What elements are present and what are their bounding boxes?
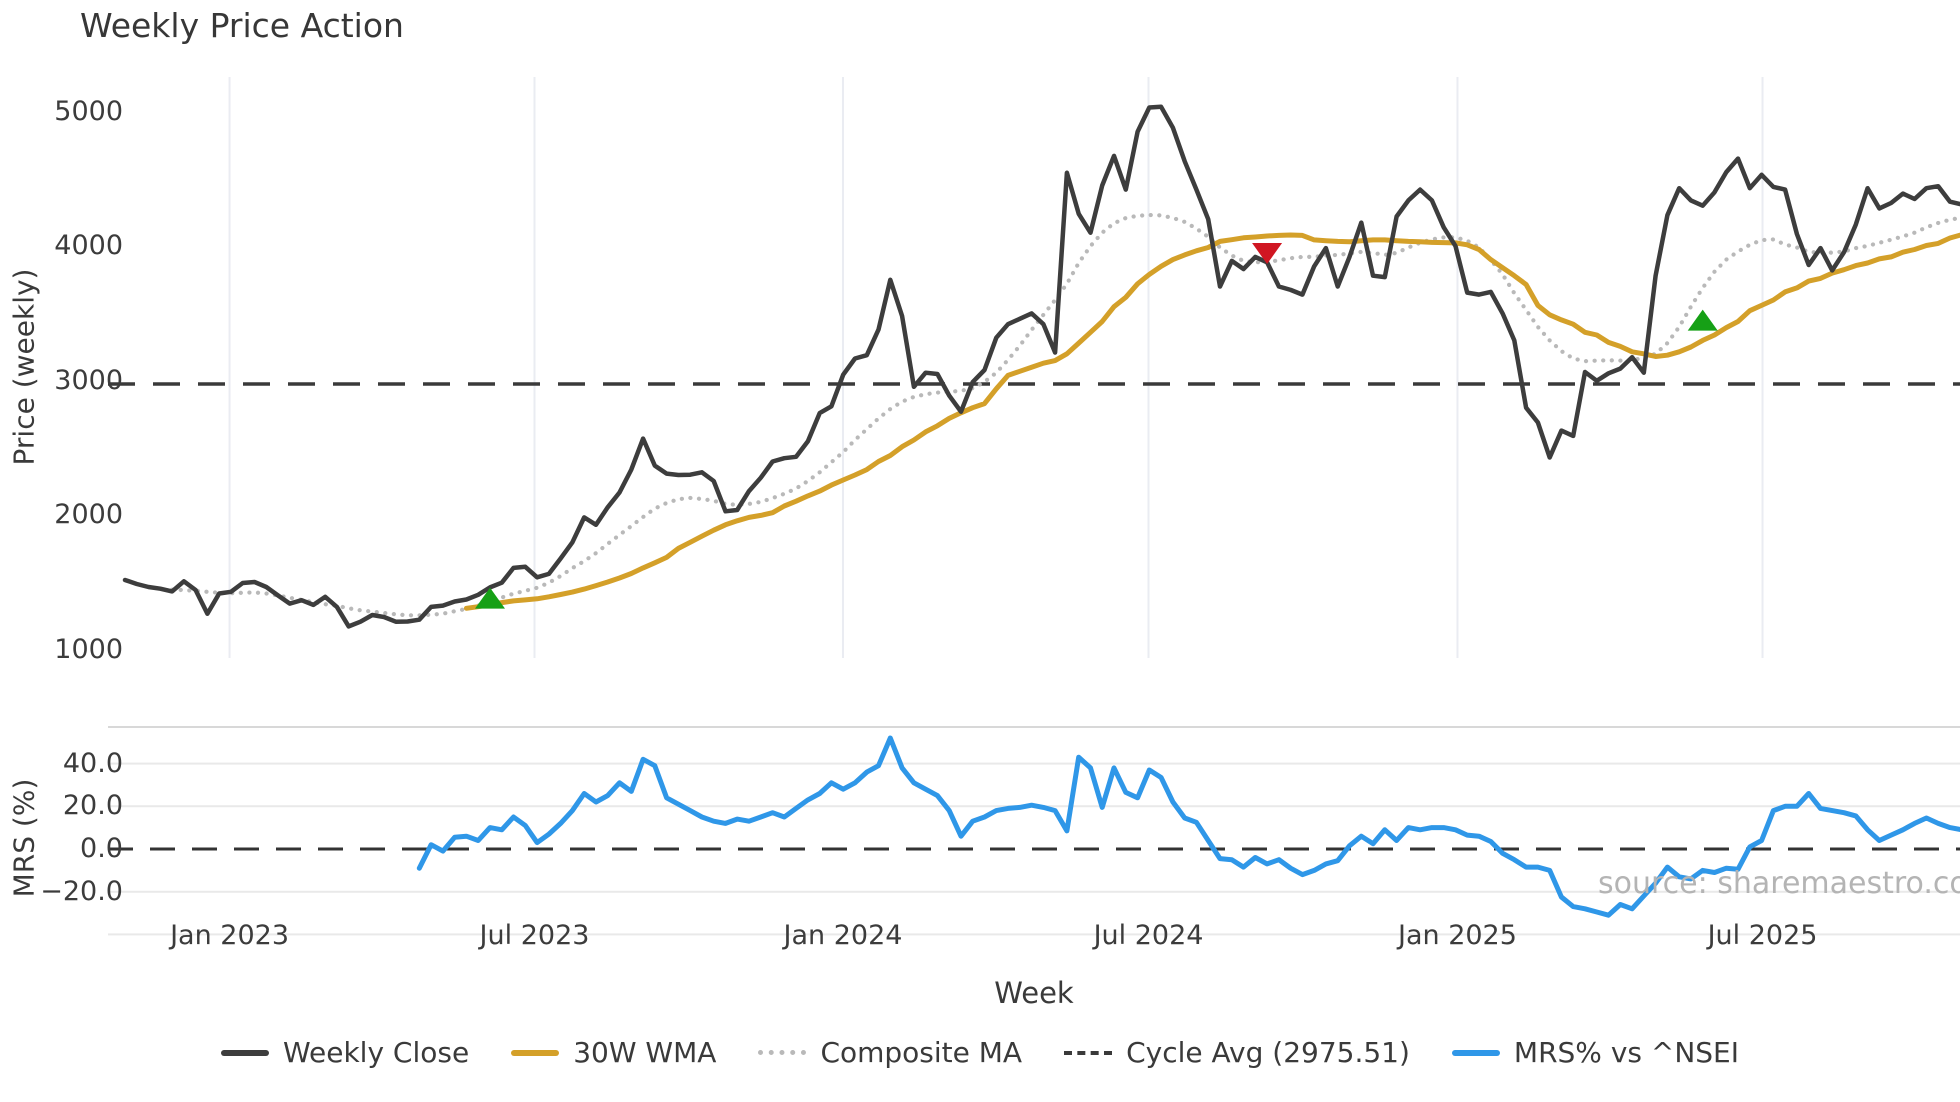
mrs-tick-20: 20.0: [62, 790, 123, 822]
legend-label: MRS% vs ^NSEI: [1513, 1036, 1740, 1069]
mrs-tick-40: 40.0: [62, 747, 123, 779]
x-tick-Jul-2025: Jul 2025: [1707, 920, 1818, 951]
x-tick-Jan-2024: Jan 2024: [783, 920, 903, 951]
buy-signal-marker: [474, 587, 505, 609]
legend-item-30w-wma: 30W WMA: [511, 1036, 716, 1069]
price-tick-3000: 3000: [54, 364, 123, 396]
legend-item-mrs-vs-nsei: MRS% vs ^NSEI: [1451, 1036, 1740, 1069]
legend-swatch-dotted: [758, 1050, 807, 1055]
legend-item-cycle-avg-2975-51-: Cycle Avg (2975.51): [1064, 1036, 1410, 1069]
30w-wma-line: [463, 232, 1960, 611]
legend-item-composite-ma: Composite MA: [758, 1036, 1022, 1069]
x-tick-Jan-2025: Jan 2025: [1397, 920, 1517, 951]
x-tick-Jan-2023: Jan 2023: [170, 920, 290, 951]
legend-swatch-dashed: [1064, 1050, 1113, 1055]
price-tick-4000: 4000: [54, 230, 123, 262]
weekly-close-line: [122, 104, 1960, 629]
legend-swatch-solid: [511, 1049, 560, 1056]
price-tick-2000: 2000: [54, 499, 123, 531]
composite-ma-line: [170, 212, 1960, 618]
legend-label: Cycle Avg (2975.51): [1126, 1036, 1410, 1069]
mrs-vs-nsei-line: [416, 735, 1960, 918]
legend-label: Weekly Close: [282, 1036, 470, 1069]
buy-signal-marker: [1687, 309, 1718, 331]
x-tick-Jul-2024: Jul 2024: [1093, 920, 1204, 951]
legend-swatch-solid: [220, 1049, 269, 1056]
chart-title: Weekly Price Action: [80, 6, 404, 45]
legend-label: Composite MA: [820, 1036, 1023, 1069]
x-tick-Jul-2023: Jul 2023: [479, 920, 590, 951]
source-watermark: source: sharemaestro.com: [1598, 866, 1960, 901]
x-axis-label: Week: [994, 976, 1074, 1010]
chart-legend: Weekly Close 30W WMA Composite MA Cycle Avg…: [0, 1036, 1960, 1069]
price-tick-5000: 5000: [54, 95, 123, 127]
mrs-tick-0: 0.0: [80, 833, 123, 864]
legend-swatch-solid: [1451, 1049, 1500, 1056]
legend-label: 30W WMA: [573, 1036, 717, 1069]
sell-signal-marker: [1252, 243, 1283, 265]
price-tick-1000: 1000: [54, 634, 123, 665]
legend-item-weekly-close: Weekly Close: [220, 1036, 470, 1069]
mrs-tick--20: −20.0: [40, 875, 123, 907]
